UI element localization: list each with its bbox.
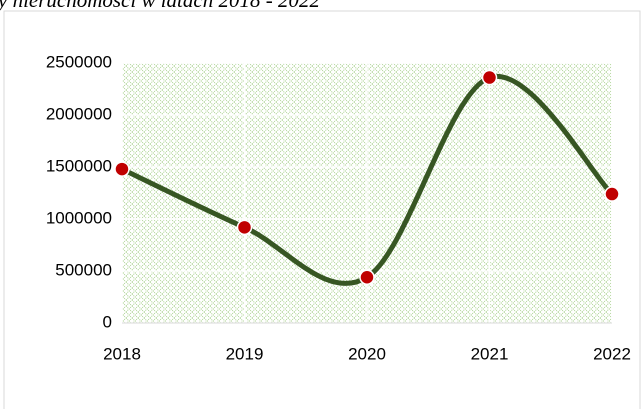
x-tick-label: 2019 bbox=[226, 344, 264, 363]
data-point bbox=[359, 269, 375, 285]
y-tick-label: 500000 bbox=[55, 260, 112, 279]
x-tick-label: 2020 bbox=[348, 344, 386, 363]
line-series bbox=[119, 73, 615, 286]
data-point bbox=[236, 219, 253, 236]
x-tick-label: 2021 bbox=[471, 344, 509, 363]
y-tick-label: 2000000 bbox=[46, 104, 112, 123]
x-tick-label: 2018 bbox=[103, 344, 141, 363]
x-tick-label: 2022 bbox=[593, 344, 631, 363]
data-point bbox=[604, 186, 620, 202]
y-tick-label: 0 bbox=[103, 312, 112, 331]
y-tick-label: 1500000 bbox=[46, 156, 112, 175]
y-tick-label: 1000000 bbox=[46, 208, 112, 227]
chart-frame bbox=[3, 10, 641, 409]
data-point bbox=[114, 161, 130, 177]
chart-title: y nieruchomości w latach 2018 - 2022 bbox=[0, 0, 320, 12]
data-point bbox=[481, 69, 498, 86]
y-tick-label: 2500000 bbox=[46, 52, 112, 71]
